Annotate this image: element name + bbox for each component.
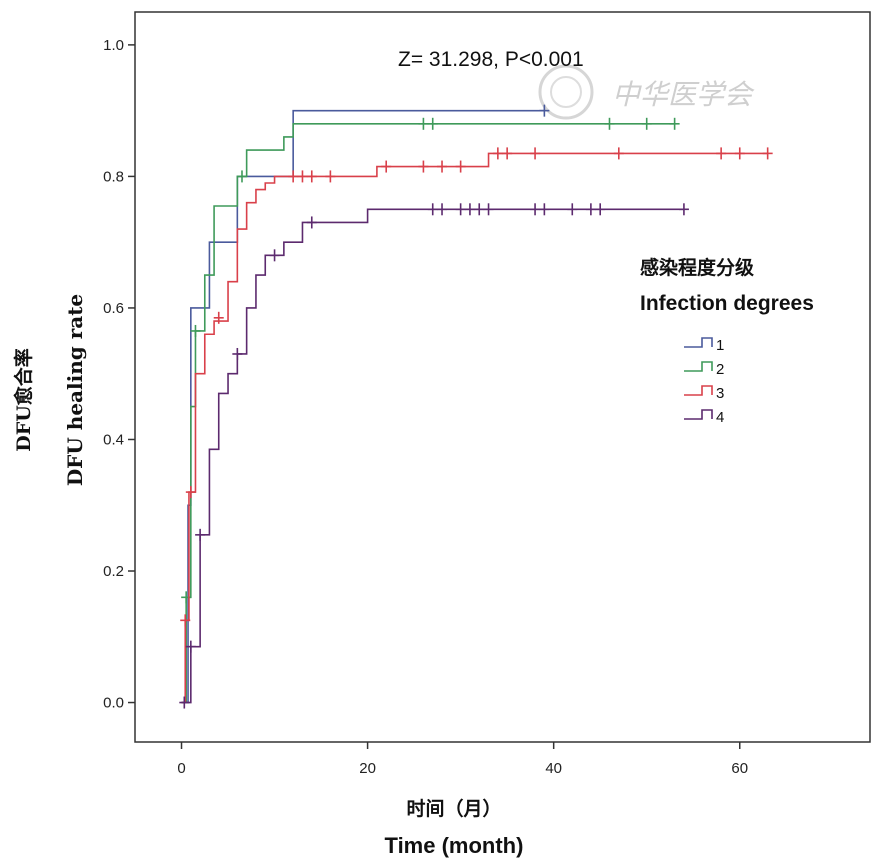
legend-swatch xyxy=(684,337,713,348)
y-tick-label: 0.0 xyxy=(103,695,124,712)
legend: 感染程度分级 Infection degrees 1 2 3 4 xyxy=(640,256,814,426)
series-2 xyxy=(181,117,680,704)
x-axis-title-en: Time (month) xyxy=(385,833,524,858)
legend-title-cn: 感染程度分级 xyxy=(640,256,754,279)
series-3 xyxy=(180,147,773,704)
legend-entries: 1 2 3 4 xyxy=(684,337,724,426)
legend-swatch xyxy=(684,385,713,396)
y-axis: 0.0 0.2 0.4 0.6 0.8 1.0 xyxy=(103,37,135,712)
series-layer xyxy=(179,104,773,709)
legend-entry-2: 2 xyxy=(684,361,724,378)
legend-entry-3: 3 xyxy=(684,385,724,402)
legend-title-en: Infection degrees xyxy=(640,292,814,315)
test-statistic-annotation: Z= 31.298, P<0.001 xyxy=(398,48,584,71)
x-tick-label: 40 xyxy=(545,760,562,777)
seal-emblem-icon xyxy=(538,64,594,120)
legend-swatch xyxy=(684,361,713,372)
y-tick-label: 0.6 xyxy=(103,300,124,317)
x-tick-label: 0 xyxy=(177,760,185,777)
x-tick-label: 60 xyxy=(731,760,748,777)
x-tick-label: 20 xyxy=(359,760,376,777)
seal-emblem-inner xyxy=(550,76,582,108)
legend-entry-4: 4 xyxy=(684,409,724,426)
y-tick-label: 1.0 xyxy=(103,37,124,54)
watermark-text: 中华医学会 xyxy=(612,78,755,111)
x-axis-title-cn: 时间（月） xyxy=(406,797,501,820)
legend-label: 1 xyxy=(716,337,724,354)
watermark: 中华医学会 xyxy=(538,64,755,120)
y-tick-label: 0.4 xyxy=(103,431,124,448)
y-axis-title-en: DFU healing rate xyxy=(63,294,87,486)
x-axis: 0 20 40 60 xyxy=(177,742,748,777)
series-4 xyxy=(179,203,689,709)
y-axis-title-cn: DFU愈合率 xyxy=(12,348,35,452)
legend-swatch xyxy=(684,409,713,420)
legend-label: 3 xyxy=(716,385,724,402)
legend-label: 2 xyxy=(716,361,724,378)
plot-frame xyxy=(134,11,871,743)
legend-label: 4 xyxy=(716,409,724,426)
y-tick-label: 0.2 xyxy=(103,563,124,580)
y-tick-label: 0.8 xyxy=(103,168,124,185)
series-line-2 xyxy=(181,123,675,704)
legend-entry-1: 1 xyxy=(684,337,724,354)
